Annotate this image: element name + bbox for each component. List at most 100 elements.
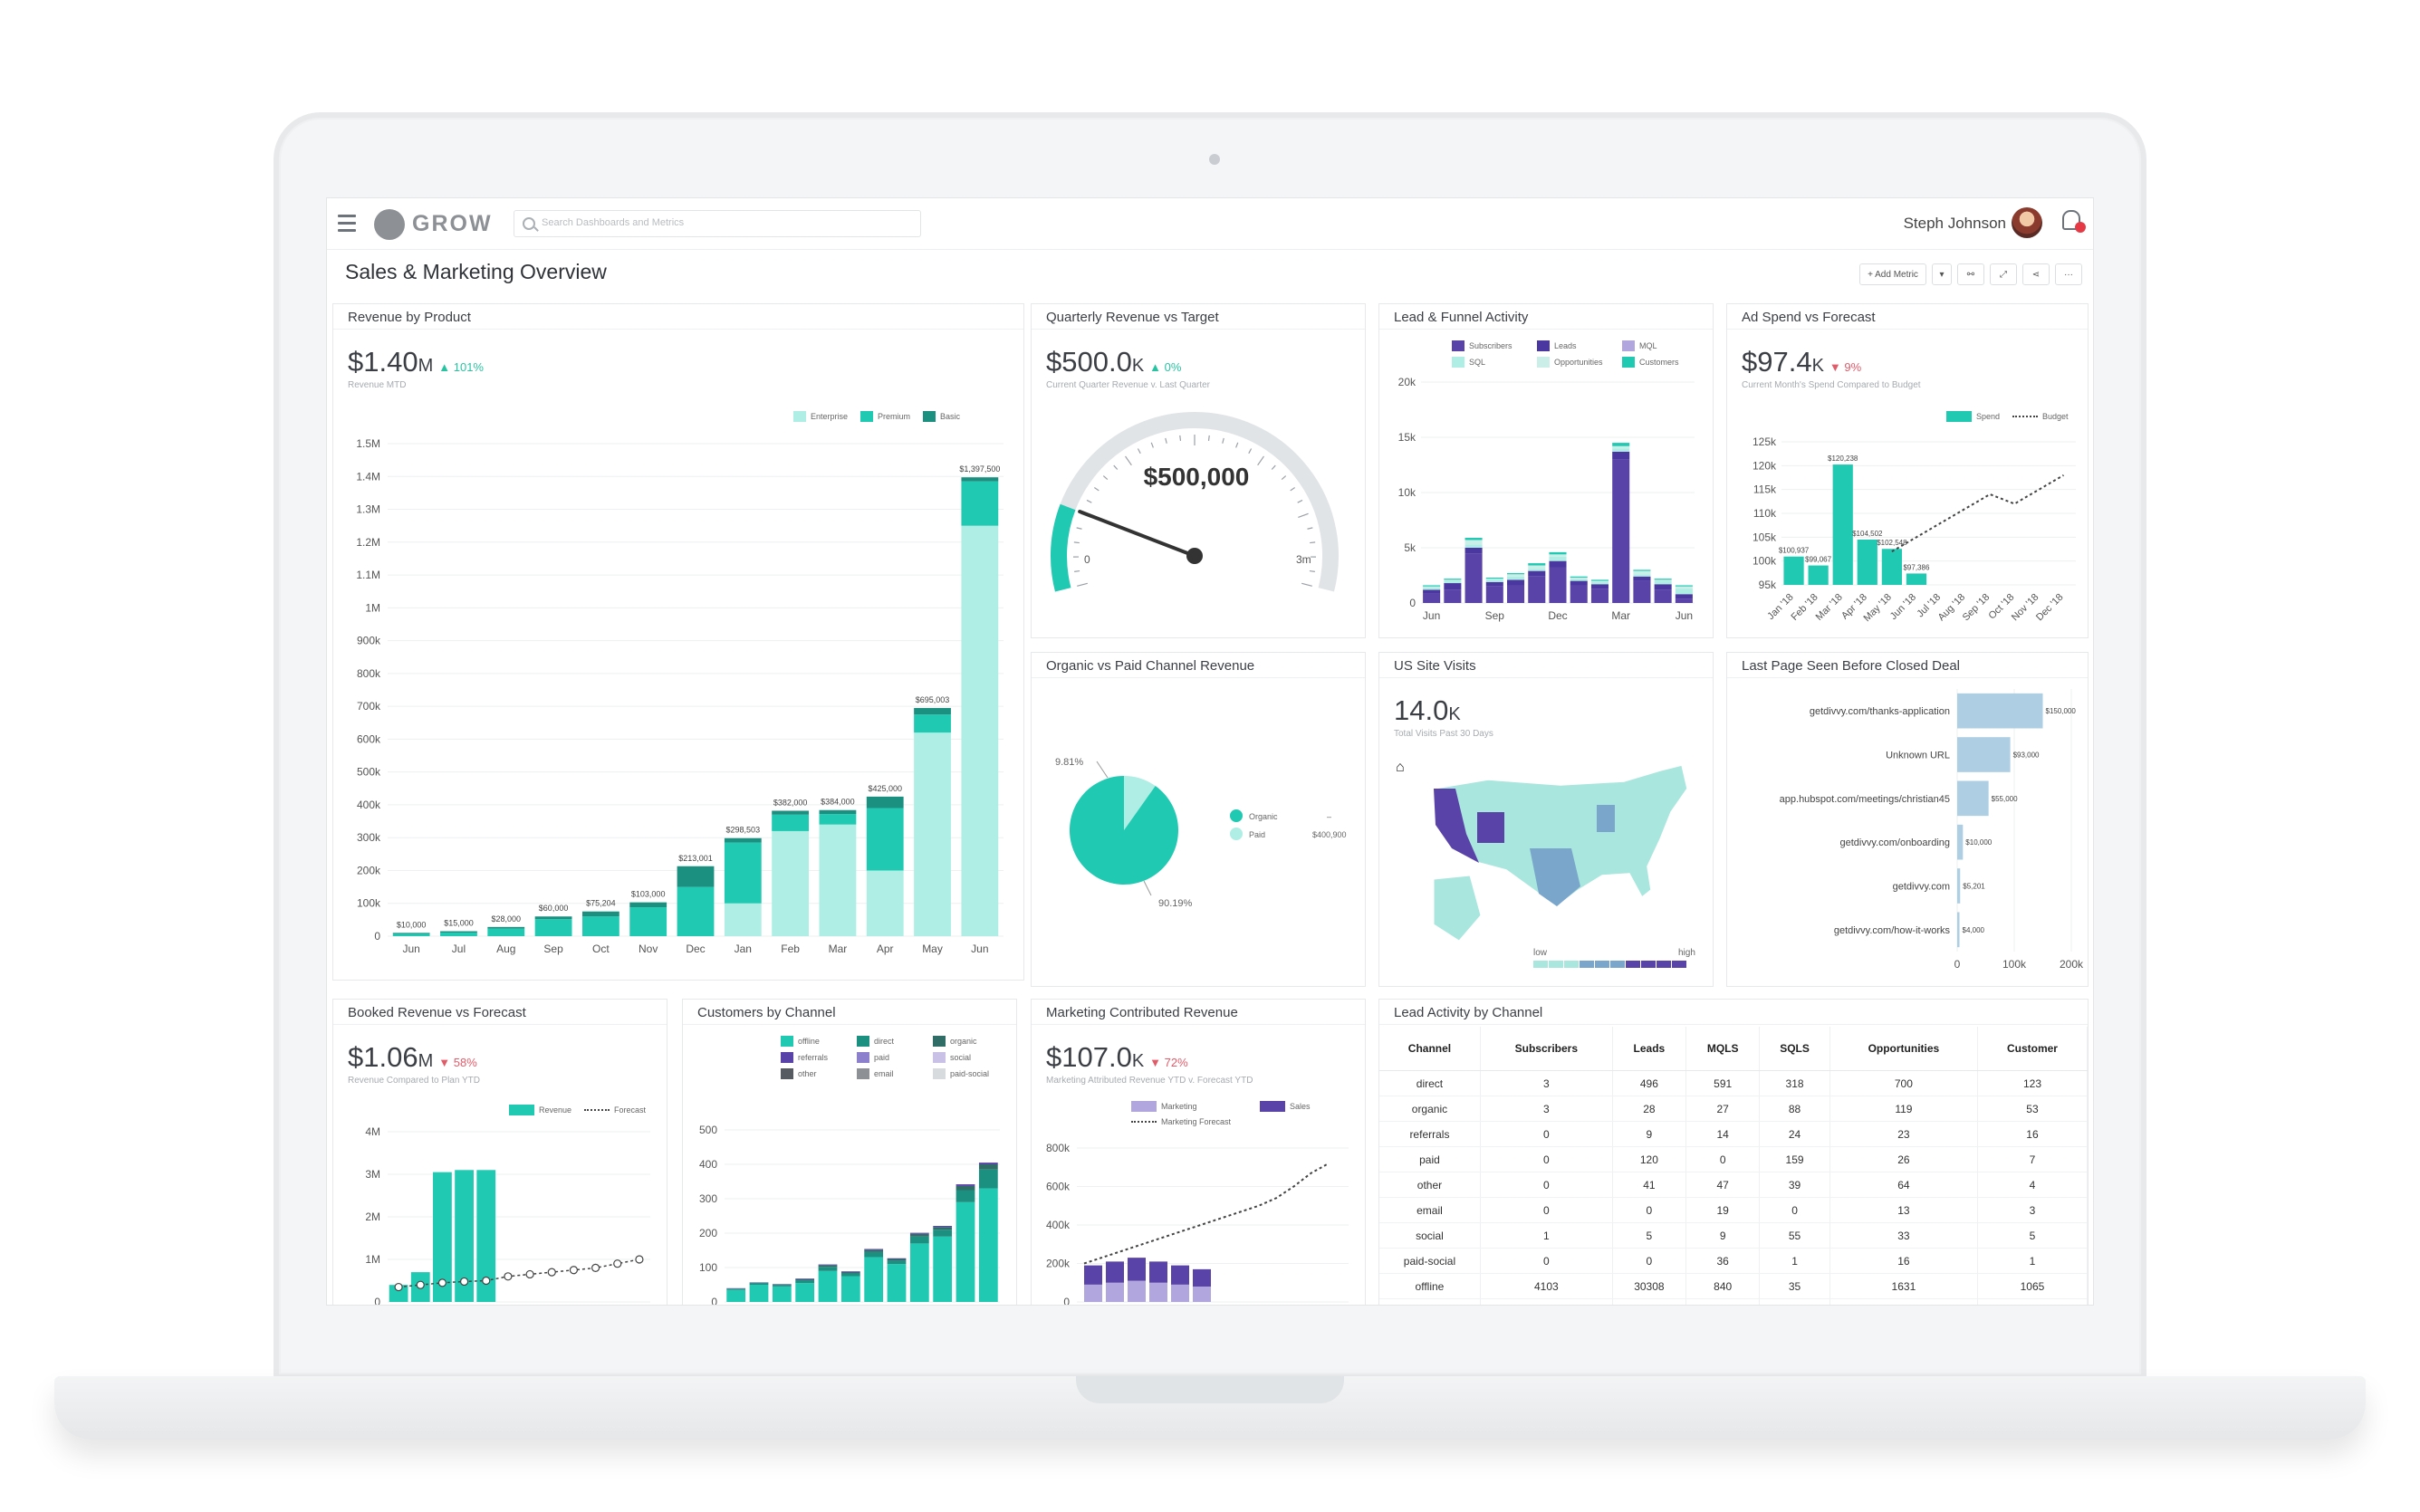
y-tick-label: 200k — [1046, 1258, 1071, 1270]
table-cell: 0 — [1612, 1248, 1687, 1274]
grow-logo-icon[interactable] — [374, 209, 405, 240]
bar-segment — [1528, 570, 1546, 577]
gauge-fill — [1051, 503, 1076, 592]
table-row[interactable]: referrals 0 9 14 24 23 16 — [1379, 1121, 2088, 1147]
state-ohio — [1597, 805, 1615, 832]
lead-activity-panel[interactable]: Lead Activity by Channel Channel Subscrib… — [1378, 999, 2089, 1305]
gauge-tick — [1207, 435, 1210, 442]
notification-bell-icon[interactable] — [2062, 210, 2080, 230]
add-metric-button[interactable]: + Add Metric — [1859, 263, 1926, 285]
table-cell: 3 — [1480, 1096, 1613, 1122]
gauge-tick — [1150, 442, 1154, 448]
column-header[interactable]: Opportunities — [1829, 1027, 1978, 1071]
bar — [389, 1285, 408, 1302]
bar-segment — [1612, 451, 1630, 460]
bar-segment — [1633, 574, 1651, 577]
bar-segment — [1590, 579, 1609, 581]
color-scale-step — [1595, 961, 1609, 968]
organic-paid-panel[interactable]: Organic vs Paid Channel Revenue 9.81% 90.… — [1031, 652, 1366, 987]
x-tick-label: Sep '18 — [1961, 592, 1993, 624]
top-bar: GROW Search Dashboards and Metrics Steph… — [327, 198, 2093, 250]
more-options-icon[interactable]: ··· — [2055, 263, 2082, 285]
y-tick-label: 10k — [1398, 486, 1416, 499]
y-tick-label: 20k — [1398, 376, 1416, 388]
color-scale-step — [1672, 961, 1686, 968]
x-tick-label: Feb — [781, 943, 800, 955]
bar-segment — [726, 1288, 746, 1290]
user-name[interactable]: Steph Johnson — [1903, 215, 2006, 232]
x-tick-label: Sep — [543, 943, 563, 955]
chart-legend: Enterprise Premium Basic — [793, 411, 960, 422]
bar-segment — [1570, 580, 1588, 586]
gauge-tick — [1074, 569, 1080, 572]
table-row[interactable]: email 0 0 19 0 13 3 — [1379, 1197, 2088, 1223]
column-header[interactable]: Channel — [1379, 1027, 1481, 1071]
bar-segment — [864, 1257, 884, 1302]
bar-segment — [1570, 579, 1588, 581]
x-tick-label: 100k — [2002, 958, 2027, 971]
marketing-revenue-panel[interactable]: Marketing Contributed Revenue $107.0K ▼ 7… — [1031, 999, 1366, 1305]
color-scale-step — [1657, 961, 1671, 968]
data-label: $104,502 — [1852, 530, 1883, 538]
table-cell: 23 — [1829, 1121, 1978, 1147]
kpi-subtitle: Total Visits Past 30 Days — [1394, 729, 1493, 739]
ad-spend-panel[interactable]: Ad Spend vs Forecast $97.4K ▼ 9% Current … — [1726, 303, 2089, 638]
y-tick-label: 0 — [374, 1296, 380, 1306]
kpi-value: $97.4K ▼ 9% — [1742, 346, 1862, 378]
table-row[interactable]: other 0 41 47 39 64 4 — [1379, 1172, 2088, 1198]
bar — [455, 1170, 474, 1302]
expand-icon[interactable]: ⤢ — [1990, 263, 2017, 285]
last-page-panel[interactable]: Last Page Seen Before Closed Deal 0 100k 2… — [1726, 652, 2089, 987]
column-header[interactable]: Customer — [1977, 1027, 2088, 1071]
table-cell: 16 — [1977, 1121, 2088, 1147]
table-cell: 0 — [1480, 1197, 1613, 1223]
y-tick-label: 500 — [699, 1124, 717, 1136]
y-tick-label: 0 — [711, 1296, 717, 1306]
bar-segment — [1570, 576, 1588, 578]
y-tick-label: 1.2M — [356, 536, 380, 549]
table-row[interactable]: organic 3 28 27 88 119 53 — [1379, 1096, 2088, 1122]
home-icon[interactable]: ⌂ — [1396, 760, 1405, 775]
table-row[interactable]: paid-social 0 0 36 1 16 1 — [1379, 1248, 2088, 1274]
data-label: $695,003 — [916, 695, 950, 704]
table-cell: 41 — [1612, 1172, 1687, 1198]
revenue-by-product-panel[interactable]: Revenue by Product $1.40M ▲ 101% Revenue … — [332, 303, 1024, 981]
avatar[interactable] — [2012, 207, 2042, 238]
column-header[interactable]: SQLS — [1759, 1027, 1830, 1071]
share-icon[interactable]: ⋖ — [2022, 263, 2050, 285]
data-label: $120,238 — [1828, 455, 1858, 463]
bar-segment — [909, 1236, 929, 1244]
bar-segment — [978, 1188, 998, 1302]
table-row[interactable]: total411031007158371926251277 — [1379, 1298, 2088, 1305]
column-header[interactable]: MQLS — [1685, 1027, 1761, 1071]
customers-by-channel-chart: 0 100 200 300 400 500 — [699, 1124, 1000, 1306]
menu-icon[interactable] — [338, 215, 356, 232]
column-header[interactable]: Leads — [1612, 1027, 1687, 1071]
layout-icon[interactable]: ⚯ — [1957, 263, 1984, 285]
search-input[interactable]: Search Dashboards and Metrics — [514, 210, 921, 237]
data-label: $10,000 — [397, 920, 427, 929]
customers-by-channel-panel[interactable]: Customers by Channel offline direct orga… — [682, 999, 1017, 1306]
chevron-down-icon[interactable]: ▾ — [1932, 263, 1952, 285]
category-label: getdivvy.com/onboarding — [1840, 837, 1950, 848]
bar-segment — [819, 824, 857, 936]
data-label: $75,204 — [586, 899, 616, 908]
table-row[interactable]: social 1 5 9 55 33 5 — [1379, 1222, 2088, 1249]
table-cell: 5 — [1977, 1222, 2088, 1249]
table-cell: 13 — [1829, 1197, 1978, 1223]
gauge-tick — [1271, 464, 1276, 470]
bar-segment — [1464, 538, 1483, 541]
notification-badge — [2075, 222, 2086, 233]
table-row[interactable]: paid 0 120 0 159 26 7 — [1379, 1146, 2088, 1172]
gauge-tick — [1137, 448, 1141, 455]
booked-revenue-panel[interactable]: Booked Revenue vs Forecast $1.06M ▼ 58% R… — [332, 999, 667, 1306]
us-site-visits-panel[interactable]: US Site Visits 14.0K Total Visits Past 3… — [1378, 652, 1714, 987]
column-header[interactable]: Subscribers — [1480, 1027, 1613, 1071]
table-cell: 36 — [1685, 1248, 1761, 1274]
table-row[interactable]: offline 4103 30308 840 35 1631 1065 — [1379, 1273, 2088, 1299]
table-cell: 119 — [1829, 1096, 1978, 1122]
table-row[interactable]: direct 3 496 591 318 700 123 — [1379, 1070, 2088, 1096]
bar-segment — [1507, 585, 1525, 603]
quarterly-revenue-panel[interactable]: Quarterly Revenue vs Target $500.0K ▲ 0% … — [1031, 303, 1366, 638]
lead-funnel-panel[interactable]: Lead & Funnel Activity Subscribers Leads… — [1378, 303, 1714, 638]
